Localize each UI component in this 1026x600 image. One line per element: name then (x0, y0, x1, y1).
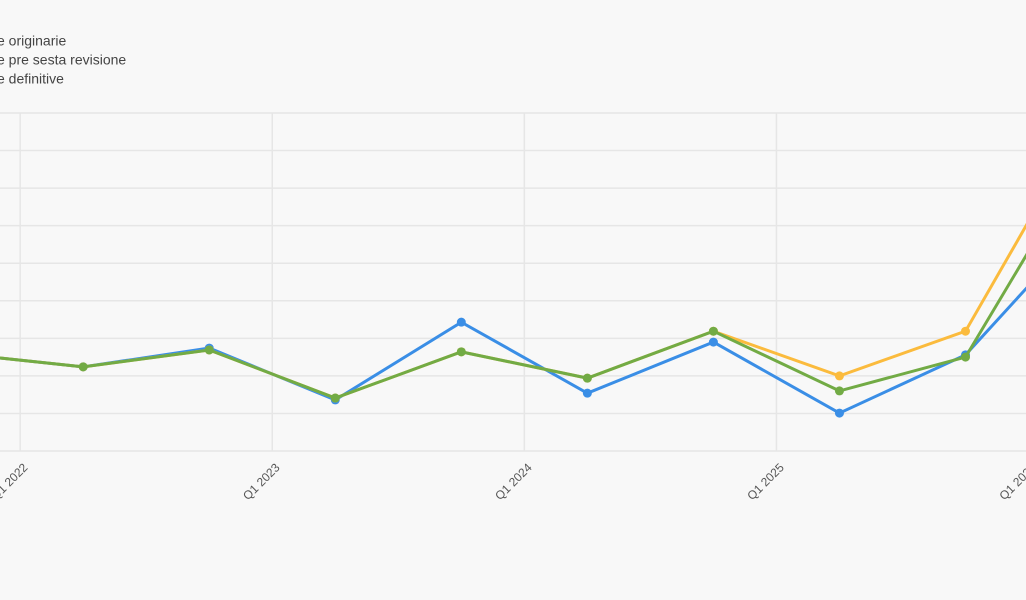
legend-label: e originarie (0, 33, 66, 49)
data-point (204, 345, 214, 355)
legend-label: e definitive (0, 71, 64, 87)
data-point (78, 362, 88, 372)
data-point (456, 347, 466, 357)
x-tick-label: Q1 2022 (0, 460, 31, 503)
data-point (582, 373, 592, 383)
data-point (834, 371, 844, 381)
data-point (708, 326, 718, 336)
grid (0, 112, 1026, 452)
data-point (582, 388, 592, 398)
series-line (0, 252, 1026, 400)
data-point (708, 337, 718, 347)
data-point (960, 326, 970, 336)
data-point (834, 386, 844, 396)
x-tick-label: Q1 2025 (744, 460, 787, 503)
x-axis: Q1 2022 Q1 2023 Q1 2024 Q1 2025 Q1 2026 (0, 460, 1026, 503)
x-tick-label: Q1 2026 (996, 460, 1026, 503)
data-point (456, 317, 466, 327)
plot-area (0, 222, 1026, 418)
legend-label: e pre sesta revisione (0, 52, 126, 68)
data-point (960, 352, 970, 362)
data-point (330, 393, 340, 403)
legend: e originarie e pre sesta revisione e defin… (0, 33, 126, 87)
data-point (834, 408, 844, 418)
x-tick-label: Q1 2024 (492, 460, 535, 503)
x-tick-label: Q1 2023 (240, 460, 283, 503)
